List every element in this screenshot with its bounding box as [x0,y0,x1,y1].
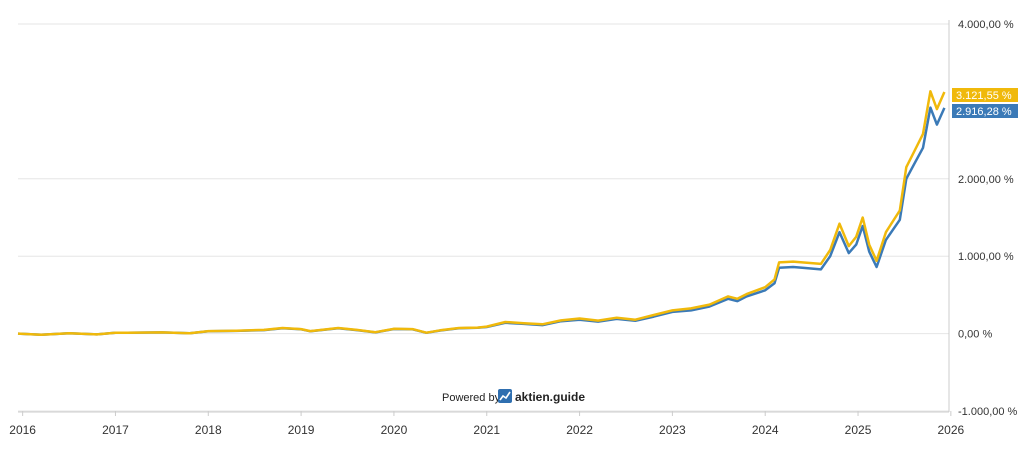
x-tick-label: 2025 [845,423,872,437]
y-tick-label: 4.000,00 % [958,19,1014,31]
watermark: Powered by aktien.guide [442,389,585,404]
y-tick-label: -1.000,00 % [958,406,1018,418]
last-value-badge [952,88,1018,102]
x-tick-label: 2021 [473,423,500,437]
x-tick-label: 2023 [659,423,686,437]
x-tick-label: 2018 [195,423,222,437]
series-line-0 [17,106,946,337]
y-tick-label: 1.000,00 % [958,251,1014,263]
x-tick-label: 2016 [9,423,36,437]
powered-by-text: Powered by [442,392,501,404]
last-value-label: 2.916,28 % [956,106,1012,118]
last-value-label: 3.121,55 % [956,90,1012,102]
x-tick-label: 2022 [566,423,593,437]
series-lines [17,90,946,337]
x-tick-label: 2019 [288,423,315,437]
brand-name: aktien.guide [515,390,585,404]
brand-logo-icon [498,389,512,403]
y-tick-label: 2.000,00 % [958,174,1014,186]
grid-lines [18,23,949,412]
x-tick-label: 2017 [102,423,129,437]
y-tick-label: 0,00 % [958,329,992,341]
last-value-badges: 3.121,55 % 2.916,28 % [952,88,1018,118]
y-axis-ticks: 4.000,00 % 2.000,00 % 1.000,00 % 0,00 % -1.0… [958,19,1018,418]
x-axis-ticks: 2016 2017 2018 2019 2020 2021 2022 2023 2024 2025… [9,411,965,437]
last-value-badge [952,104,1018,118]
x-tick-label: 2020 [381,423,408,437]
x-tick-label: 2026 [938,423,965,437]
series-line-1 [17,90,946,337]
x-tick-label: 2024 [752,423,779,437]
